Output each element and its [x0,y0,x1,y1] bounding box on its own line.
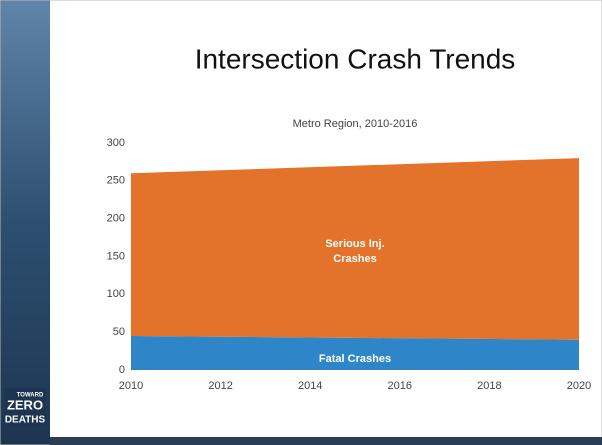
y-tick-label: 300 [107,137,125,149]
x-tick-label: 2018 [477,380,501,392]
bottom-bar [50,437,602,445]
area [131,158,579,340]
y-tick-label: 0 [119,364,125,376]
logo-text: ZERO [7,397,43,412]
x-tick-label: 2016 [388,380,412,392]
sidebar [0,0,50,445]
series-label: Serious Inj. Crashes [325,237,385,265]
y-tick-label: 100 [107,288,125,300]
series-label: Fatal Crashes [318,353,392,366]
x-tick-label: 2014 [298,380,322,392]
x-tick-label: 2020 [567,380,591,392]
logo-text: DEATHS [5,415,46,426]
x-tick-label: 2012 [208,380,232,392]
chart-subtitle: Metro Region, 2010-2016 [293,118,418,130]
chart-title: Intersection Crash Trends [195,43,516,74]
y-tick-label: 200 [107,213,125,225]
logo-box [4,388,46,426]
logo-text: TOWARD [17,393,44,399]
area [131,335,579,370]
x-tick-label: 2010 [119,380,143,392]
y-tick-label: 50 [113,326,125,338]
y-tick-label: 250 [107,175,125,187]
y-tick-label: 150 [107,250,125,262]
